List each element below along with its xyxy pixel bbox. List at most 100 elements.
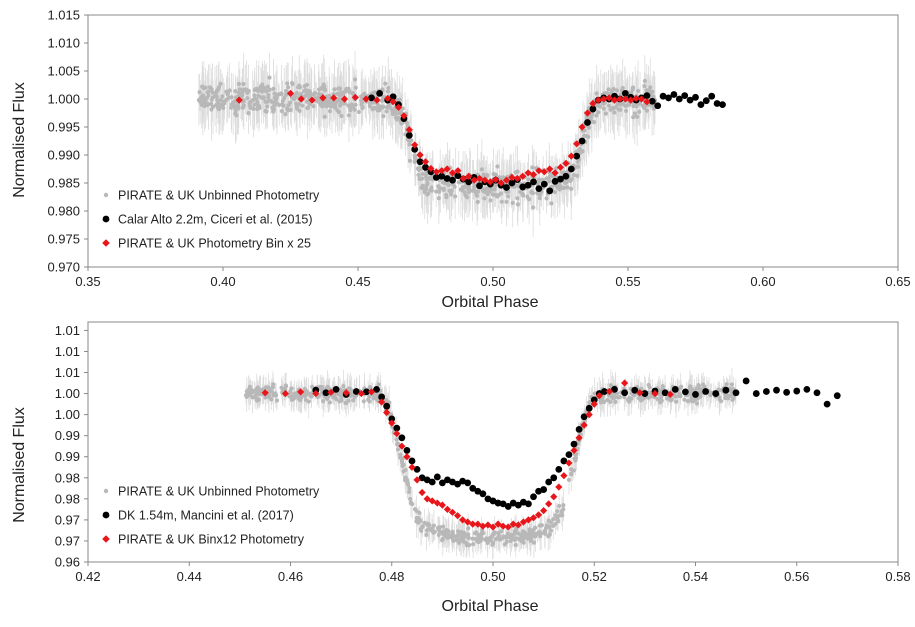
unbinned-point [460,187,465,192]
unbinned-point [302,89,307,94]
unbinned-point [557,503,562,509]
unbinned-point [429,188,434,193]
reference-point [665,94,672,102]
unbinned-point [427,523,432,528]
binned-point [583,109,592,117]
reference-point [438,172,446,180]
unbinned-points [243,382,738,548]
unbinned-point [642,83,647,89]
unbinned-point [240,105,246,110]
binned-point [362,95,370,103]
unbinned-point [556,519,561,524]
reference-point [621,389,629,397]
unbinned-point [575,173,580,178]
unbinned-point [484,186,489,191]
unbinned-point [630,87,635,93]
binned-point [502,176,511,184]
unbinned-point [569,186,574,191]
reference-point [432,174,440,181]
unbinned-point [270,385,275,390]
binned-point [524,169,532,177]
unbinned-point [225,92,230,97]
reference-point [443,175,451,182]
unbinned-point [696,383,701,388]
reference-point [742,377,750,385]
unbinned-point [359,94,364,99]
unbinned-point [380,87,385,92]
unbinned-point [575,164,580,169]
binned-point [393,429,401,438]
unbinned-point [603,111,608,116]
binned-point [499,522,507,530]
unbinned-point [407,142,412,147]
unbinned-point [422,189,427,195]
unbinned-point [465,534,471,539]
unbinned-point [252,102,257,107]
unbinned-point [557,187,562,192]
legend: PIRATE & UK Unbinned Photometry DK 1.54m,… [102,485,320,547]
reference-point [670,91,678,98]
unbinned-point [303,397,308,403]
y-tick-label: 1.005 [47,64,80,79]
binned-point [637,95,646,103]
y-tick-label: 1.01 [55,323,80,338]
unbinned-point [475,199,480,205]
x-tick-label: 0.48 [379,569,404,584]
unbinned-point [660,384,665,389]
unbinned-point [338,93,343,98]
binned-point [594,96,602,104]
y-tick-label: 0.975 [47,232,80,247]
binned-point [389,98,397,106]
unbinned-point [571,172,576,178]
unbinned-point [551,523,556,528]
unbinned-point [400,460,405,466]
y-tick-label: 0.99 [55,428,80,443]
binned-point [535,167,543,175]
unbinned-point [339,398,344,403]
unbinned-point [497,537,503,542]
unbinned-point [309,394,314,399]
unbinned-point [505,194,511,199]
unbinned-point [381,114,386,119]
unbinned-point [531,205,536,210]
reference-point [408,457,416,465]
unbinned-point [336,97,341,102]
unbinned-point [531,533,536,539]
unbinned-point [566,477,572,482]
unbinned-point [376,382,381,387]
binned-point [519,172,527,180]
unbinned-point [441,187,446,192]
reference-point [692,391,699,398]
unbinned-point [644,108,650,113]
unbinned-point [267,75,272,80]
unbinned-point [304,99,310,104]
binned-point [595,392,603,400]
y-axis-title: Normalised Flux [11,82,28,198]
reference-point [530,178,537,186]
unbinned-point [311,103,316,109]
reference-point [681,388,689,396]
unbinned-point [247,384,253,389]
unbinned-point [271,86,276,91]
unbinned-point [530,165,535,170]
binned-point [418,488,426,497]
unbinned-point [296,85,301,90]
reference-point [428,478,436,486]
unbinned-point [561,185,566,191]
unbinned-point [233,111,238,116]
unbinned-point [361,399,366,404]
unbinned-point [569,472,574,477]
unbinned-point [563,180,568,185]
unbinned-point [420,171,425,177]
unbinned-point [393,111,398,116]
binned-point [459,174,467,183]
binned-point [513,174,521,183]
unbinned-point [294,106,300,111]
binned-point [580,421,588,429]
unbinned-point [609,88,615,93]
y-tick-label: 1.00 [55,407,80,422]
unbinned-point [464,543,470,548]
unbinned-point [321,103,326,108]
x-tick-label: 0.50 [480,569,505,584]
unbinned-point [298,91,304,97]
